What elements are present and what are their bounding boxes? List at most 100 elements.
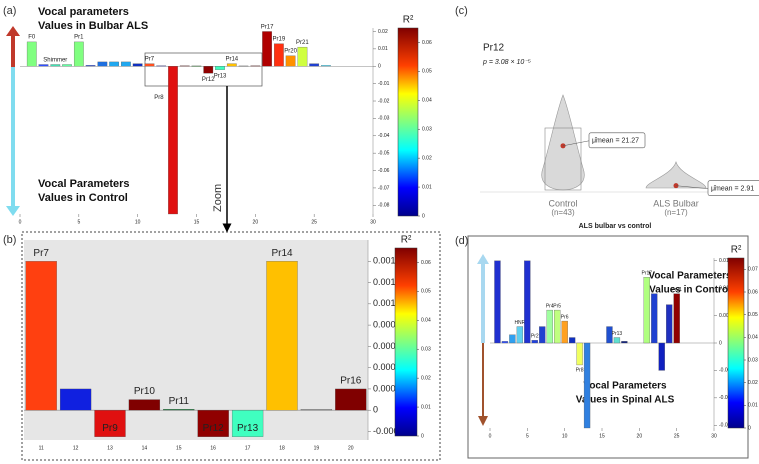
arrow-head xyxy=(6,26,20,36)
colorbar-tick-label: 0.02 xyxy=(422,155,432,161)
colorbar-tick-label: 0 xyxy=(422,213,425,219)
bar xyxy=(266,261,298,411)
bar-label: Pr14 xyxy=(271,248,293,259)
colorbar-label: R² xyxy=(731,245,742,256)
bar xyxy=(156,65,167,67)
bar-label: Pr17 xyxy=(642,271,653,277)
colorbar-tick-label: 0.04 xyxy=(422,98,432,104)
arrow-head xyxy=(6,206,20,216)
panel-label: (a) xyxy=(3,5,16,17)
colorbar-tick-label: 0.03 xyxy=(422,127,432,133)
bar xyxy=(583,342,591,429)
bar xyxy=(231,410,264,437)
bar xyxy=(509,334,516,344)
bar xyxy=(250,65,261,67)
y-tick-label: -0.005 xyxy=(719,368,733,374)
arrow-head xyxy=(477,254,489,264)
bar xyxy=(144,63,155,67)
annotation: Vocal parameters xyxy=(38,6,129,18)
colorbar-label: R² xyxy=(403,15,414,26)
bar xyxy=(50,64,61,67)
arrow-head xyxy=(478,416,488,426)
y-tick-label: -0.04 xyxy=(378,133,390,139)
colorbar-tick-label: 0.02 xyxy=(421,375,431,381)
bar-label: Pr12 xyxy=(203,423,225,434)
x-tick-label: 20 xyxy=(253,219,259,225)
y-tick-label: -0.015 xyxy=(719,423,733,429)
bar-label: Pr4 xyxy=(546,303,554,309)
bar-label: Pr6 xyxy=(561,314,569,320)
bar xyxy=(226,63,237,67)
annotation: Vocal Parameters xyxy=(583,381,667,392)
x-tick-label: 16 xyxy=(210,445,216,451)
mean-leader xyxy=(562,140,590,147)
bar-label: Pr13 xyxy=(237,423,259,434)
x-tick-label: 5 xyxy=(77,219,80,225)
violin xyxy=(541,94,585,191)
y-tick-label: 0.02 xyxy=(378,29,388,35)
annotation: Vocal Parameters xyxy=(648,271,732,282)
annotation: Values in Control xyxy=(649,285,731,296)
bar xyxy=(621,341,628,344)
panel-label: (b) xyxy=(3,234,16,246)
bar-label: Pr13 xyxy=(214,73,227,79)
x-tick-label: ALS Bulbar xyxy=(653,198,699,208)
bar xyxy=(643,277,650,344)
x-tick-label: 11 xyxy=(39,445,44,451)
bar-label: Pr14 xyxy=(225,56,238,62)
mean-label: μ̂mean = 21.27 xyxy=(592,138,639,145)
bar xyxy=(568,337,576,344)
bar xyxy=(658,342,665,371)
y-tick-label: -0.03 xyxy=(378,116,390,122)
y-tick-label: 0.005 xyxy=(719,313,732,319)
chart-title: Pr12 xyxy=(483,43,505,54)
annotation: Values in Spinal ALS xyxy=(576,395,675,406)
colorbar-label: R² xyxy=(401,235,412,246)
bar xyxy=(73,41,84,67)
box xyxy=(544,127,582,191)
bar xyxy=(62,64,72,67)
bar-label: Pr17 xyxy=(261,24,274,30)
bar xyxy=(561,320,568,344)
bar xyxy=(321,65,331,67)
bar-label: Pr11 xyxy=(169,396,190,407)
bar-label: Pr21 xyxy=(671,287,682,293)
x-tick-label: 18 xyxy=(279,445,285,451)
x-tick-label: 17 xyxy=(245,445,251,451)
zoom-label: Zoom xyxy=(212,184,224,212)
colorbar-tick-label: 0.01 xyxy=(422,184,432,190)
bar xyxy=(666,304,673,344)
bar xyxy=(238,65,249,67)
y-tick-label: 0.0004 xyxy=(373,362,401,372)
bar xyxy=(300,408,333,411)
x-tick-label: 10 xyxy=(135,219,141,225)
colorbar-tick-label: 0.01 xyxy=(748,403,758,409)
bar xyxy=(673,293,680,344)
bar-label: F0 xyxy=(28,35,36,41)
bar xyxy=(546,309,553,344)
bar-label: Pr16 xyxy=(340,376,362,387)
panel-label: (c) xyxy=(455,5,468,17)
y-tick-label: -0.05 xyxy=(378,150,390,156)
x-tick-label: 0 xyxy=(19,219,22,225)
y-tick-label: 0.0002 xyxy=(373,383,401,393)
chart-subtitle: p = 3.08 × 10⁻⁵ xyxy=(482,59,531,66)
x-tick-label: Control xyxy=(548,198,577,208)
bar xyxy=(335,388,367,411)
bar xyxy=(38,64,49,67)
annotation: Vocal Parameters xyxy=(38,178,130,190)
bar-label: Pr9 xyxy=(102,423,118,434)
bar xyxy=(613,337,621,344)
x-tick-label: 13 xyxy=(107,445,113,451)
bar xyxy=(26,41,37,67)
bar-label: Shimmer xyxy=(43,57,67,63)
bar xyxy=(516,326,524,344)
bar xyxy=(285,55,296,67)
bar-label: Pr2 xyxy=(531,334,539,340)
y-tick-label: -0.07 xyxy=(378,185,390,191)
annotation: Values in Control xyxy=(38,192,128,204)
y-tick-label: 0 xyxy=(373,405,378,415)
bar xyxy=(554,309,561,344)
colorbar-tick-label: 0.03 xyxy=(748,357,758,363)
